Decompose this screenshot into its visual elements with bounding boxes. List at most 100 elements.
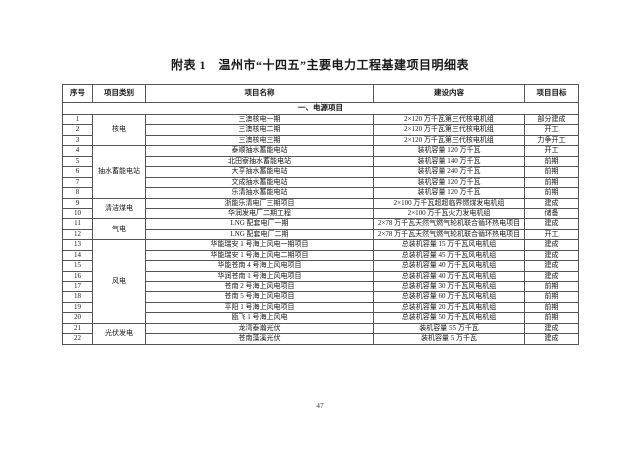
cell-category: 清洁煤电 <box>92 197 146 220</box>
cell-category: 抽水蓄能电站 <box>92 145 146 199</box>
table-row: 3 三澳核电三期 2×120 万千瓦第三代核电机组 力争开工 <box>62 134 579 147</box>
cell-content: 2×120 万千瓦第三代核电机组 <box>373 113 525 126</box>
section-header: 一、电源项目 <box>62 102 579 115</box>
cell-goal: 建成 <box>524 249 579 262</box>
cell-no: 16 <box>62 270 93 283</box>
cell-no: 8 <box>62 187 93 199</box>
col-header-no: 序号 <box>62 84 93 103</box>
cell-content: 总装机容量 40 万千瓦风电机组 <box>373 270 525 283</box>
cell-no: 6 <box>62 166 93 178</box>
cell-name: 三澳核电二期 <box>145 124 374 136</box>
cell-goal: 开工 <box>524 228 579 241</box>
cell-name: 瓯飞 1 号海上风电 <box>145 312 374 324</box>
cell-goal: 前期 <box>524 291 579 303</box>
cell-name: 龙湾泰瀚光伏 <box>145 322 374 335</box>
table-row: 1 核电 三澳核电一期 2×120 万千瓦第三代核电机组 部分建成 <box>62 113 579 147</box>
cell-name: 文成抽水蓄能电站 <box>145 176 374 189</box>
cell-name: 苍南 2 号海上风电项目 <box>145 280 374 293</box>
cell-name: LNG 配套电厂二期 <box>145 228 374 241</box>
table-row: 20 瓯飞 1 号海上风电 总装机容量 50 万千瓦风电机组 前期 <box>62 312 579 324</box>
cell-name: LNG 配套电厂一期 <box>145 218 374 230</box>
table-row: 9 清洁煤电 浙能乐清电厂三期项目 2×100 万千瓦超超临界燃煤发电机组 建成 <box>62 197 579 220</box>
cell-name: 北田寮抽水蓄能电站 <box>145 155 374 168</box>
col-header-goal: 项目目标 <box>524 84 579 103</box>
cell-no: 20 <box>62 312 93 324</box>
cell-content: 2×120 万千瓦第三代核电机组 <box>373 134 525 147</box>
cell-goal: 储备 <box>524 207 579 220</box>
table-row: 8 乐清抽水蓄能电站 装机容量 120 万千瓦 前期 <box>62 187 579 199</box>
cell-content: 总装机容量 15 万千瓦风电机组 <box>373 239 525 251</box>
table-row: 12 LNG 配套电厂二期 2×78 万千瓦天然气燃气轮机联合循环热电项目 开工 <box>62 228 579 241</box>
cell-name: 三澳核电一期 <box>145 113 374 126</box>
cell-content: 总装机容量 45 万千瓦风电机组 <box>373 249 525 262</box>
cell-goal: 前期 <box>524 312 579 324</box>
table-row: 7 文成抽水蓄能电站 装机容量 120 万千瓦 前期 <box>62 176 579 189</box>
table-row: 4 抽水蓄能电站 泰顺抽水蓄能电站 装机容量 120 万千瓦 开工 <box>62 145 579 199</box>
cell-no: 14 <box>62 249 93 262</box>
cell-goal: 建成 <box>524 197 579 209</box>
cell-name: 华能瑞安 1 号海上风电一期项目 <box>145 239 374 251</box>
cell-goal: 建成 <box>524 270 579 283</box>
cell-no: 9 <box>62 197 93 209</box>
cell-name: 苍南 5 号海上风电项目 <box>145 291 374 303</box>
cell-goal: 前期 <box>524 176 579 189</box>
cell-content: 总装机容量 30 万千瓦风电机组 <box>373 280 525 293</box>
cell-no: 15 <box>62 260 93 272</box>
cell-no: 22 <box>62 333 93 345</box>
cell-content: 2×78 万千瓦天然气燃气轮机联合循环热电项目 <box>373 218 525 230</box>
cell-content: 2×78 万千瓦天然气燃气轮机联合循环热电项目 <box>373 228 525 241</box>
col-header-name: 项目名称 <box>145 84 374 103</box>
table-row: 6 大亨抽水蓄能电站 装机容量 240 万千瓦 前期 <box>62 166 579 178</box>
projects-table: 序号 项目类别 项目名称 建设内容 项目目标 一、电源项目 1 核电 三澳核电一… <box>62 84 579 345</box>
cell-content: 总装机容量 20 万千瓦风电机组 <box>373 301 525 314</box>
cell-content: 装机容量 55 万千瓦 <box>373 322 525 335</box>
cell-name: 华润苍南 1 号海上风电项目 <box>145 270 374 283</box>
cell-goal: 前期 <box>524 280 579 293</box>
cell-goal: 建成 <box>524 333 579 345</box>
cell-goal: 开工 <box>524 124 579 136</box>
cell-name: 华润发电厂二期工程 <box>145 207 374 220</box>
cell-name: 华能瑞安 1 号海上风电二期项目 <box>145 249 374 262</box>
cell-name: 华能苍南 4 号海上风电项目 <box>145 260 374 272</box>
cell-name: 三澳核电三期 <box>145 134 374 147</box>
cell-content: 2×120 万千瓦第三代核电机组 <box>373 124 525 136</box>
cell-content: 装机容量 140 万千瓦 <box>373 155 525 168</box>
cell-no: 4 <box>62 145 93 157</box>
cell-goal: 建成 <box>524 218 579 230</box>
cell-no: 2 <box>62 124 93 136</box>
cell-no: 1 <box>62 113 93 126</box>
table-row: 21 光伏发电 龙湾泰瀚光伏 装机容量 55 万千瓦 建成 <box>62 322 579 345</box>
table-row: 16 华润苍南 1 号海上风电项目 总装机容量 40 万千瓦风电机组 建成 <box>62 270 579 283</box>
cell-goal: 力争开工 <box>524 134 579 147</box>
cell-goal: 前期 <box>524 166 579 178</box>
cell-content: 总装机容量 40 万千瓦风电机组 <box>373 260 525 272</box>
cell-no: 3 <box>62 134 93 147</box>
cell-content: 装机容量 240 万千瓦 <box>373 166 525 178</box>
cell-no: 17 <box>62 280 93 293</box>
table-row: 19 平阳 1 号海上风电项目 总装机容量 20 万千瓦风电机组 前期 <box>62 301 579 314</box>
cell-name: 苍南藻溪光伏 <box>145 333 374 345</box>
cell-goal: 前期 <box>524 187 579 199</box>
cell-name: 乐清抽水蓄能电站 <box>145 187 374 199</box>
cell-content: 2×100 万千瓦超超临界燃煤发电机组 <box>373 197 525 209</box>
cell-goal: 前期 <box>524 155 579 168</box>
header-row: 序号 项目类别 项目名称 建设内容 项目目标 <box>62 84 579 103</box>
cell-name: 平阳 1 号海上风电项目 <box>145 301 374 314</box>
table-row: 17 苍南 2 号海上风电项目 总装机容量 30 万千瓦风电机组 前期 <box>62 280 579 293</box>
col-header-content: 建设内容 <box>373 84 525 103</box>
cell-category: 核电 <box>92 113 146 147</box>
page-number: 47 <box>316 401 324 410</box>
table-row: 15 华能苍南 4 号海上风电项目 总装机容量 40 万千瓦风电机组 建成 <box>62 260 579 272</box>
page-title: 附表 1 温州市“十四五”主要电力工程基建项目明细表 <box>170 58 469 72</box>
cell-no: 18 <box>62 291 93 303</box>
cell-content: 总装机容量 50 万千瓦风电机组 <box>373 312 525 324</box>
cell-no: 11 <box>62 218 93 230</box>
table-row: 13 风电 华能瑞安 1 号海上风电一期项目 总装机容量 15 万千瓦风电机组 … <box>62 239 579 324</box>
cell-goal: 部分建成 <box>524 113 579 126</box>
cell-no: 5 <box>62 155 93 168</box>
cell-content: 装机容量 120 万千瓦 <box>373 145 525 157</box>
cell-goal: 前期 <box>524 301 579 314</box>
cell-no: 21 <box>62 322 93 335</box>
cell-goal: 建成 <box>524 260 579 272</box>
cell-category: 风电 <box>92 239 146 324</box>
